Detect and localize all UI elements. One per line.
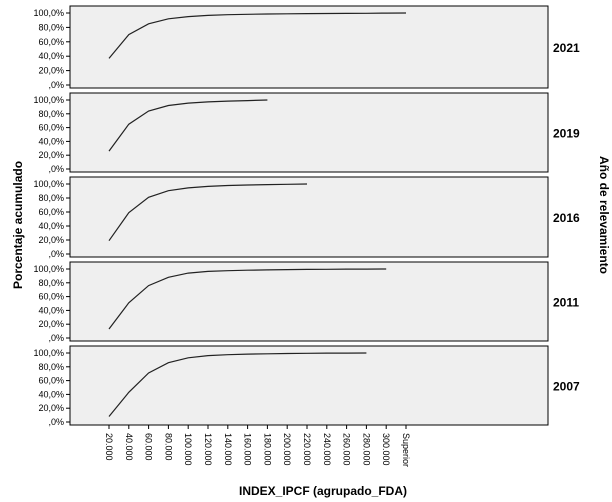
y-tick-label: 100,0% [33, 95, 64, 105]
y-tick-label: 40,0% [38, 51, 64, 61]
x-tick-label: Superior [401, 433, 411, 467]
x-tick-label: 60.000 [144, 433, 154, 461]
y-tick-label: 40,0% [38, 389, 64, 399]
x-axis-title: INDEX_IPCF (agrupado_FDA) [239, 484, 407, 498]
x-tick-label: 280.000 [361, 433, 371, 466]
facet-label-2021: 2021 [553, 41, 580, 55]
y-tick-label: 100,0% [33, 179, 64, 189]
x-tick-label: 220.000 [302, 433, 312, 466]
panel-background [69, 261, 549, 342]
y-tick-label: 60,0% [38, 292, 64, 302]
y-tick-label: 20,0% [38, 235, 64, 245]
series-line-2016 [108, 183, 308, 242]
y-tick-label: 40,0% [38, 221, 64, 231]
x-tick-label: 20.000 [104, 433, 114, 461]
series-line-2019 [108, 99, 268, 152]
x-axis: 20.000 40.000 60.000 80.000 100.000 120.000 14… [104, 425, 411, 467]
y-tick-label: 80,0% [38, 22, 64, 32]
x-tick-label: 300.000 [381, 433, 391, 466]
panel-2007: 100,0% 80,0% 60,0% 40,0% 20,0% ,0% 2007 [33, 345, 580, 427]
y-tick-label: ,0% [48, 417, 64, 427]
series-line-2007 [108, 352, 367, 417]
y-tick-label: 80,0% [38, 362, 64, 372]
x-tick-label: 40.000 [124, 433, 134, 461]
y-tick-label: 80,0% [38, 193, 64, 203]
y-tick-label: 60,0% [38, 376, 64, 386]
y-tick-label: 20,0% [38, 150, 64, 160]
facet-label-2011: 2011 [553, 296, 579, 310]
panel-background [69, 5, 549, 89]
x-tick-label: 180.000 [262, 433, 272, 466]
y-tick-label: 60,0% [38, 207, 64, 217]
panel-2011: 100,0% 80,0% 60,0% 40,0% 20,0% ,0% 2011 [33, 261, 579, 343]
x-tick-label: 140.000 [223, 433, 233, 466]
y-tick-label: 40,0% [38, 136, 64, 146]
panel-2016: 100,0% 80,0% 60,0% 40,0% 20,0% ,0% 2016 [33, 176, 580, 259]
panel-2021: 100,0% 80,0% 60,0% 40,0% 20,0% ,0% 2021 [33, 5, 580, 90]
x-tick-label: 160.000 [243, 433, 253, 466]
x-tick-label: 200.000 [282, 433, 292, 466]
y-tick-label: 20,0% [38, 66, 64, 76]
series-line-2011 [108, 268, 387, 330]
y-tick-label: 100,0% [33, 264, 64, 274]
y-tick-label: 100,0% [33, 8, 64, 18]
y-axis-title: Porcentaje acumulado [11, 161, 25, 289]
y-tick-label: 20,0% [38, 319, 64, 329]
panel-background [69, 92, 549, 173]
y-tick-label: 60,0% [38, 123, 64, 133]
facet-label-2007: 2007 [553, 380, 580, 394]
panel-background [69, 176, 549, 258]
y-tick-label: ,0% [48, 164, 64, 174]
y-tick-label: 40,0% [38, 305, 64, 315]
facet-label-2016: 2016 [553, 211, 580, 225]
y-tick-label: ,0% [48, 333, 64, 343]
panel-2019: 100,0% 80,0% 60,0% 40,0% 20,0% ,0% 2019 [33, 92, 580, 174]
panel-background [69, 345, 549, 426]
y-tick-label: ,0% [48, 80, 64, 90]
y-tick-label: 100,0% [33, 348, 64, 358]
y-tick-label: 80,0% [38, 278, 64, 288]
y-tick-label: ,0% [48, 249, 64, 259]
y-tick-label: 20,0% [38, 403, 64, 413]
x-tick-label: 260.000 [342, 433, 352, 466]
y-tick-label: 60,0% [38, 37, 64, 47]
x-tick-label: 240.000 [322, 433, 332, 466]
x-tick-label: 80.000 [163, 433, 173, 461]
panels-layer: 100,0% 80,0% 60,0% 40,0% 20,0% ,0% 2021 100,0% 8… [33, 5, 580, 427]
y-tick-label: 80,0% [38, 109, 64, 119]
series-line-2021 [108, 12, 407, 59]
x-tick-label: 100.000 [183, 433, 193, 466]
x-tick-label: 120.000 [203, 433, 213, 466]
facet-label-2019: 2019 [553, 127, 580, 141]
facet-axis-title: Año de relevamiento [597, 156, 611, 274]
